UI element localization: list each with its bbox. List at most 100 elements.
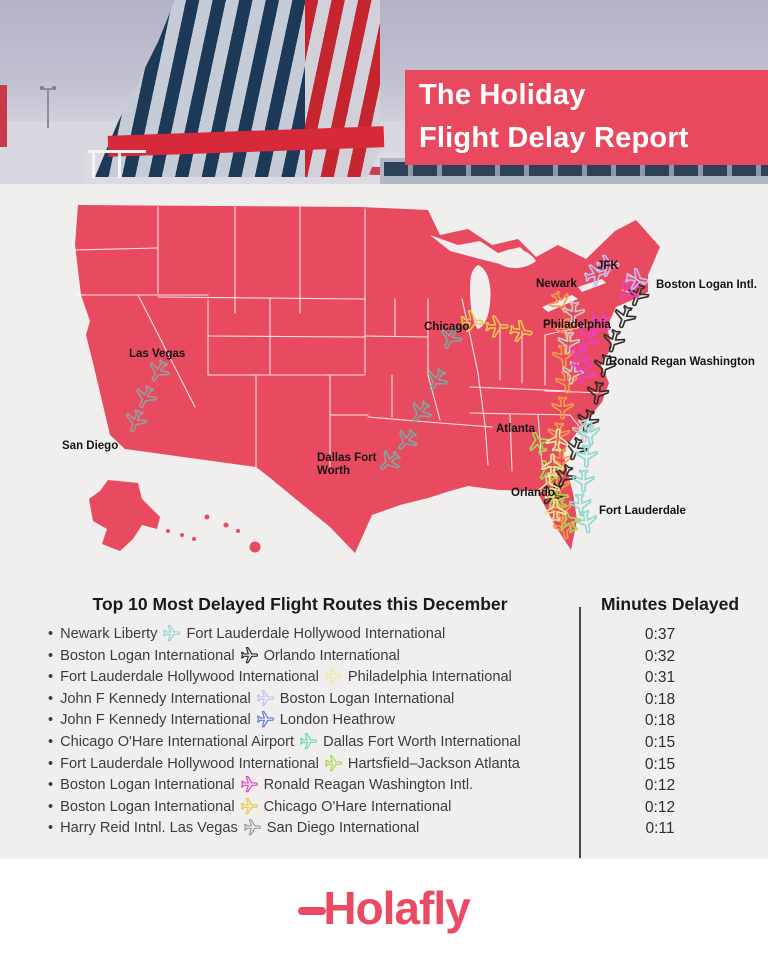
bullet-icon: • (48, 690, 54, 707)
logo-text: Holafly (323, 882, 470, 934)
route-row: • John F Kennedy International London Heat… (48, 710, 521, 732)
route-plane-icon (162, 624, 181, 643)
map-airport-label: Philadelphia (543, 319, 611, 331)
bullet-icon: • (48, 712, 54, 729)
delay-value: 0:37 (644, 626, 676, 643)
route-destination: London Heathrow (279, 712, 395, 729)
bullet-icon: • (48, 755, 54, 772)
route-origin: Newark Liberty (60, 626, 158, 642)
route-origin: Chicago O'Hare International Airport (60, 733, 295, 750)
route-plane-icon (622, 265, 652, 295)
pole-light-icon (40, 86, 44, 89)
map-airport-label: Orlando (511, 487, 556, 499)
left-red-tail-sliver (0, 85, 7, 147)
route-plane-icon (240, 775, 259, 794)
route-row: • John F Kennedy International Boston Loga… (48, 689, 521, 711)
pole-light-icon (52, 86, 56, 89)
route-destination: Fort Lauderdale Hollywood International (186, 626, 446, 642)
light-pole-crossbar (40, 88, 56, 90)
bullet-icon: • (48, 669, 54, 686)
route-plane-icon (570, 468, 596, 494)
delay-value: 0:15 (644, 733, 676, 751)
delay-value: 0:31 (644, 669, 676, 687)
delay-value: 0:18 (644, 690, 676, 708)
route-origin: Boston Logan International (60, 798, 235, 815)
header-photo: The Holiday Flight Delay Report (0, 0, 768, 184)
route-row: • Harry Reid Intnl. Las Vegas San Diego In… (48, 818, 521, 840)
map-airport-label: San Diego (62, 440, 119, 452)
route-row: • Fort Lauderdale Hollywood International… (48, 754, 521, 776)
map-airport-label: Boston Logan Intl. (656, 279, 757, 291)
route-origin: Harry Reid Intnl. Las Vegas (60, 820, 238, 837)
fence-post (118, 150, 121, 178)
logo-dash-icon (298, 907, 327, 915)
delay-column-header: Minutes Delayed (600, 594, 740, 614)
route-row: • Fort Lauderdale Hollywood International… (48, 667, 521, 689)
route-plane-icon (299, 732, 318, 751)
route-row: • Boston Logan International Chicago O'Har… (48, 797, 521, 819)
map-airport-label: Ronald Regan Washington (609, 356, 755, 368)
route-row: • Chicago O'Hare International Airport Dal… (48, 732, 521, 754)
us-map: JFK Newark Boston Logan Intl. Chicago Philad… (30, 195, 757, 565)
route-plane-icon (256, 689, 275, 708)
bullet-icon: • (48, 647, 54, 664)
delays-column: 0:37 0:32 0:31 0:18 0:18 0:15 0:15 0:12 0:12 0:11 (585, 624, 735, 840)
delay-value: 0:18 (644, 712, 676, 730)
map-airport-label: Chicago (424, 321, 470, 333)
route-plane-icon (549, 395, 575, 421)
map-airport-label: Newark (536, 278, 577, 290)
route-origin: John F Kennedy International (60, 712, 251, 729)
route-destination: Dallas Fort Worth International (323, 733, 521, 750)
route-plane-icon (240, 646, 259, 665)
route-row: • Newark Liberty Fort Lauderdale Hollywood… (48, 624, 521, 646)
route-origin: John F Kennedy International (60, 690, 251, 707)
route-plane-icon (324, 754, 343, 773)
fence-post (92, 150, 95, 178)
route-plane-icon (243, 818, 262, 837)
map-airport-label: Fort Lauderdale (599, 505, 686, 517)
route-plane-icon (574, 419, 604, 449)
delay-value: 0:15 (644, 755, 676, 773)
fence (88, 150, 146, 153)
route-destination: Chicago O'Hare International (263, 798, 452, 815)
map-airport-label: JFK (597, 260, 619, 272)
delay-value: 0:32 (644, 647, 676, 665)
title-line1: The Holiday (419, 79, 586, 111)
route-destination: Boston Logan International (279, 690, 455, 707)
light-pole (47, 90, 49, 128)
route-plane-icon (256, 710, 275, 729)
footer: Holafly (0, 859, 768, 957)
column-divider (579, 607, 581, 858)
map-airport-label: Dallas Fort Worth (317, 452, 377, 477)
route-plane-icon (240, 797, 259, 816)
bullet-icon: • (48, 798, 54, 815)
bullet-icon: • (48, 777, 54, 794)
delay-value: 0:12 (644, 798, 676, 816)
route-destination: Ronald Reagan Washington Intl. (263, 777, 474, 794)
route-origin: Boston Logan International (60, 777, 235, 794)
route-origin: Fort Lauderdale Hollywood International (60, 669, 319, 686)
route-plane-icon (506, 317, 536, 347)
us-map-shape (73, 205, 660, 553)
delay-value: 0:11 (645, 820, 675, 838)
route-plane-icon (544, 426, 572, 454)
route-origin: Boston Logan International (60, 647, 235, 664)
route-destination: Philadelphia International (347, 669, 512, 686)
map-airport-label: Las Vegas (129, 348, 186, 360)
route-destination: Orlando International (263, 647, 400, 664)
bullet-icon: • (48, 733, 54, 750)
bullet-icon: • (48, 626, 54, 642)
holafly-logo: Holafly (298, 881, 471, 935)
routes-table-title: Top 10 Most Delayed Flight Routes this D… (92, 594, 508, 614)
terminal-windows (384, 162, 768, 176)
route-plane-icon (543, 497, 569, 523)
delay-value: 0:12 (644, 777, 676, 795)
route-origin: Fort Lauderdale Hollywood International (60, 755, 319, 772)
route-row: • Boston Logan International Orlando Inter… (48, 646, 521, 668)
title-banner: The Holiday Flight Delay Report (405, 70, 768, 165)
route-plane-icon (324, 667, 343, 686)
route-destination: Hartsfield–Jackson Atlanta (347, 755, 520, 772)
route-row: • Boston Logan International Ronald Reagan… (48, 775, 521, 797)
title-line2: Flight Delay Report (419, 122, 689, 154)
